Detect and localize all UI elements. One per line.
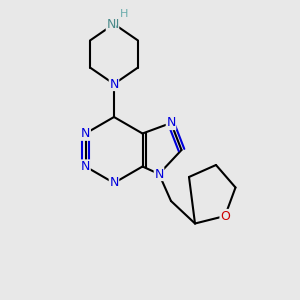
- Text: N: N: [109, 77, 119, 91]
- Text: H: H: [120, 8, 129, 19]
- Text: N: N: [154, 167, 164, 181]
- Text: N: N: [109, 176, 119, 190]
- Text: N: N: [166, 116, 176, 130]
- Text: N: N: [81, 160, 90, 173]
- Text: N: N: [109, 17, 119, 31]
- Text: N: N: [106, 17, 116, 31]
- Text: N: N: [81, 127, 90, 140]
- Text: O: O: [220, 209, 230, 223]
- Text: N: N: [81, 127, 90, 140]
